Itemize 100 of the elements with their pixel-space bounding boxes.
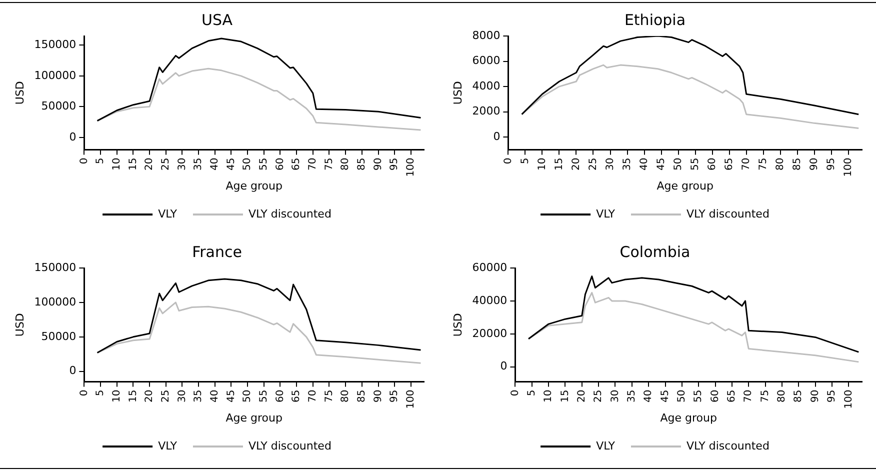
- x-tick-label: 15: [128, 158, 139, 170]
- x-tick-label: 75: [758, 158, 769, 170]
- x-tick-label: 55: [690, 158, 701, 170]
- chart-title: USA: [201, 10, 234, 29]
- x-tick-label: 40: [643, 390, 654, 402]
- x-tick-label: 5: [95, 390, 106, 396]
- x-tick-label: 50: [242, 390, 254, 402]
- x-tick-label: 95: [826, 390, 838, 402]
- x-tick-label: 60: [706, 158, 718, 170]
- x-tick-label: 0: [78, 390, 90, 396]
- x-tick-label: 65: [726, 390, 738, 402]
- chart-title: Ethiopia: [624, 10, 686, 29]
- x-tick-label: 85: [793, 390, 804, 402]
- x-tick-label: 5: [520, 158, 531, 164]
- x-tick-label: 100: [843, 390, 854, 409]
- x-tick-label: 10: [543, 390, 554, 402]
- x-tick-label: 75: [760, 390, 771, 402]
- x-tick-label: 75: [324, 158, 335, 170]
- x-tick-label: 100: [842, 158, 854, 177]
- x-tick-label: 15: [554, 158, 565, 170]
- legend-label: VLY: [596, 207, 616, 220]
- x-axis-title: Age group: [226, 411, 282, 424]
- x-tick-label: 85: [356, 158, 368, 170]
- x-tick-label: 15: [560, 390, 571, 402]
- legend-label: VLY discounted: [248, 439, 332, 452]
- y-tick-label: 2000: [472, 104, 500, 118]
- x-tick-label: 10: [536, 158, 548, 170]
- x-tick-label: 100: [406, 158, 417, 177]
- x-tick-label: 20: [144, 390, 156, 402]
- chart-title: Colombia: [620, 242, 690, 261]
- x-tick-label: 60: [710, 390, 721, 402]
- x-tick-label: 65: [291, 158, 302, 170]
- x-tick-label: 30: [604, 158, 616, 170]
- x-tick-label: 0: [502, 158, 514, 164]
- x-tick-label: 15: [128, 390, 139, 402]
- x-tick-label: 10: [111, 390, 122, 402]
- y-tick-label: 50000: [41, 100, 76, 113]
- x-tick-label: 35: [193, 158, 204, 170]
- y-tick-label: 50000: [41, 330, 76, 343]
- x-tick-label: 20: [144, 158, 156, 170]
- x-tick-label: 50: [676, 390, 688, 402]
- y-tick-label: 150000: [34, 260, 76, 274]
- x-tick-label: 45: [226, 390, 237, 402]
- y-tick-label: 4000: [472, 79, 500, 92]
- x-tick-label: 50: [242, 158, 254, 170]
- x-tick-label: 55: [258, 390, 270, 402]
- x-tick-label: 30: [176, 390, 188, 402]
- x-tick-label: 35: [622, 158, 633, 170]
- x-tick-label: 45: [656, 158, 667, 170]
- x-tick-label: 30: [176, 158, 188, 170]
- y-axis-title: USD: [13, 81, 26, 105]
- x-tick-label: 25: [588, 158, 599, 170]
- x-tick-label: 60: [274, 158, 286, 170]
- x-tick-label: 95: [389, 390, 400, 402]
- y-tick-label: 6000: [472, 54, 500, 68]
- y-axis-title: USD: [13, 313, 26, 337]
- x-tick-label: 40: [209, 390, 220, 402]
- y-tick-label: 0: [69, 130, 76, 144]
- x-tick-label: 95: [389, 158, 400, 170]
- x-tick-label: 80: [340, 158, 352, 170]
- x-tick-label: 35: [626, 390, 638, 402]
- x-tick-label: 30: [610, 390, 621, 402]
- y-tick-label: 150000: [34, 38, 76, 52]
- x-tick-label: 5: [95, 158, 106, 164]
- legend-label: VLY discounted: [248, 207, 332, 220]
- x-axis-title: Age group: [660, 411, 717, 424]
- legend-label: VLY: [158, 207, 178, 220]
- x-tick-label: 75: [324, 390, 335, 402]
- y-axis-title: USD: [451, 313, 464, 337]
- chart-title: France: [192, 242, 242, 261]
- y-tick-label: 100000: [34, 68, 76, 82]
- x-tick-label: 35: [193, 390, 204, 402]
- x-tick-label: 90: [810, 390, 821, 402]
- x-tick-label: 90: [808, 158, 820, 170]
- x-tick-label: 85: [356, 390, 368, 402]
- x-tick-label: 90: [372, 390, 384, 402]
- y-tick-label: 0: [69, 364, 76, 378]
- x-tick-label: 5: [526, 390, 538, 396]
- x-tick-label: 25: [160, 158, 172, 170]
- x-tick-label: 65: [724, 158, 735, 170]
- x-tick-label: 55: [693, 390, 704, 402]
- y-tick-label: 0: [493, 130, 500, 143]
- legend-label: VLY: [158, 439, 178, 452]
- x-tick-label: 50: [672, 158, 684, 170]
- x-tick-label: 70: [743, 390, 754, 402]
- x-tick-label: 60: [274, 390, 286, 402]
- x-tick-label: 70: [308, 158, 318, 170]
- x-axis-title: Age group: [656, 179, 714, 192]
- x-tick-label: 70: [740, 158, 752, 170]
- x-axis-title: Age group: [226, 179, 282, 192]
- x-tick-label: 40: [209, 158, 220, 170]
- x-tick-label: 20: [570, 158, 582, 170]
- y-tick-label: 60000: [472, 260, 508, 274]
- x-tick-label: 0: [510, 390, 521, 396]
- x-tick-label: 80: [340, 390, 352, 402]
- y-tick-label: 8000: [472, 28, 500, 42]
- x-tick-label: 95: [826, 158, 837, 170]
- x-tick-label: 90: [372, 158, 384, 170]
- x-tick-label: 70: [308, 390, 318, 402]
- legend-label: VLY discounted: [686, 439, 770, 452]
